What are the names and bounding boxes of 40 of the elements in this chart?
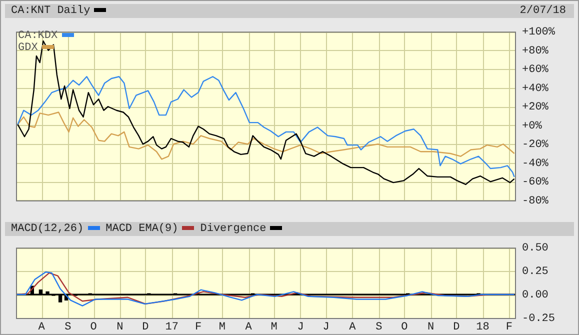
x-tick-label: D <box>453 322 460 334</box>
x-tick-label: 17 <box>165 322 178 334</box>
legend-label: GDX <box>18 42 38 54</box>
x-tick-label: S <box>64 322 72 334</box>
y-tick-label: +80% <box>522 45 549 58</box>
legend-label: MACD EMA(9) <box>106 223 178 235</box>
y-tick-label: +20% <box>522 102 549 114</box>
x-tick-label: A <box>349 322 356 334</box>
x-tick-label: F <box>506 322 512 334</box>
y-tick-label: +40% <box>522 82 549 95</box>
x-tick-label: A <box>245 322 252 334</box>
legend-label: CA:KDX <box>18 30 58 42</box>
legend-label: Divergence <box>200 223 266 235</box>
y-tick-label: 0.00 <box>522 289 548 302</box>
x-tick-label: D <box>142 322 150 334</box>
y-tick-label: -20% <box>522 139 549 152</box>
x-tick-label: O <box>90 322 98 334</box>
x-tick-label: M <box>218 322 226 334</box>
y-tick-label: -0.25 <box>522 312 556 325</box>
x-tick-label: O <box>401 322 408 334</box>
y-tick-label: +100% <box>522 26 556 39</box>
x-tick-label: M <box>270 322 278 334</box>
y-tick-label: -60% <box>522 176 549 189</box>
y-tick-label: -80% <box>522 195 549 208</box>
x-tick-label: N <box>428 322 434 334</box>
legend-label: CA:KNT Daily <box>11 5 90 17</box>
x-tick-label: S <box>376 322 383 334</box>
y-tick-label: +60% <box>522 64 549 76</box>
text: 2/07/18 <box>520 4 566 18</box>
y-tick-label: -40% <box>522 158 549 170</box>
x-tick-label: A <box>38 322 46 334</box>
y-tick-label: 0.50 <box>522 242 548 255</box>
y-tick-label: 0.25 <box>522 266 548 278</box>
x-tick-label: J <box>322 322 330 334</box>
x-tick-label: J <box>297 322 304 334</box>
x-tick-label: 18 <box>476 322 490 334</box>
y-tick-label: +0% <box>522 120 542 132</box>
x-tick-label: F <box>194 322 202 334</box>
x-tick-label: N <box>116 322 124 334</box>
legend-label: MACD(12,26) <box>11 223 84 235</box>
